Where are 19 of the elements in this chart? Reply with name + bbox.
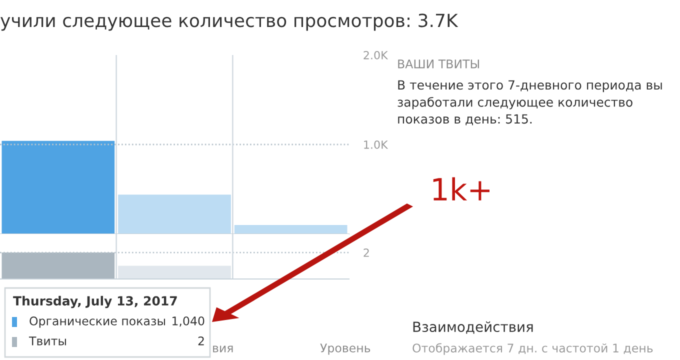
text: 2	[198, 336, 204, 346]
bar	[2, 140, 115, 234]
y-tick-label: 1.0K	[364, 140, 388, 149]
text: Взаимодействия	[413, 321, 533, 334]
y-tick-label: 2.0K	[364, 50, 388, 60]
text: В течение этого 7-дневного периода вы заработали следующее количество показов в день: 515.	[398, 80, 662, 126]
y-tick-label: 2	[364, 248, 369, 257]
text: ВАШИ ТВИТЫ	[398, 60, 479, 68]
text: вия	[213, 346, 233, 352]
text: Уровень	[320, 344, 370, 355]
legend-label: Органические показы	[30, 316, 166, 328]
bar	[118, 194, 231, 234]
text: Отображается 7 дн. с частотой 1 день	[412, 343, 653, 355]
chart-title: учили следующее количество просмотров: 3.7K	[0, 14, 458, 31]
text: 1k+	[433, 177, 490, 200]
text: Thursday, July 13, 2017	[13, 296, 177, 308]
legend-label: Твиты	[28, 336, 66, 346]
bar	[234, 225, 348, 234]
text: 1,040	[172, 316, 204, 327]
